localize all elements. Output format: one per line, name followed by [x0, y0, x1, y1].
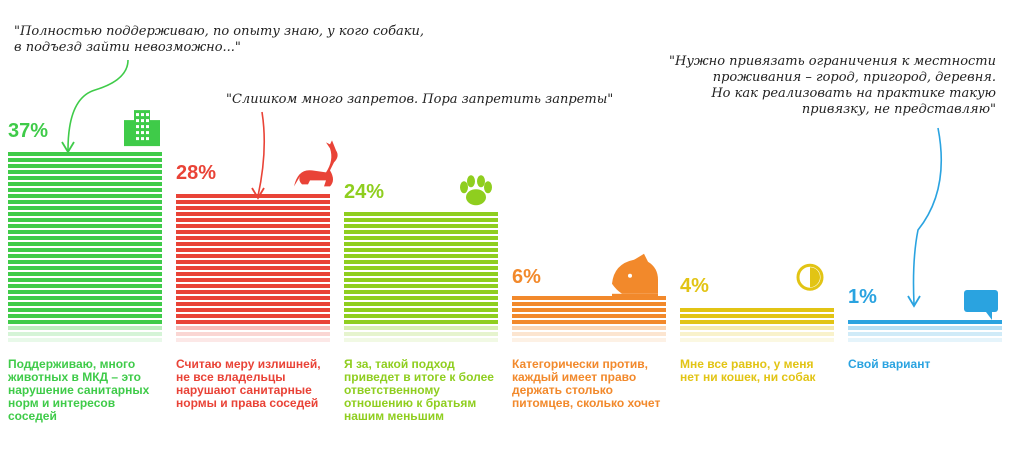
bar-1 — [8, 152, 162, 342]
quote-arrow — [257, 111, 266, 197]
bar-6 — [848, 320, 1002, 342]
speech-bubble-icon — [964, 290, 998, 320]
bars-layer — [8, 152, 1002, 342]
arrow-head — [251, 187, 265, 200]
bar-5 — [680, 308, 834, 342]
category-label: Категорически против, каждый имеет право… — [512, 357, 661, 410]
arrows-layer — [61, 59, 943, 308]
half-circle-icon — [796, 263, 824, 291]
category-label: Свой вариант — [848, 357, 931, 371]
paw-icon — [460, 175, 492, 206]
bar-3 — [344, 212, 498, 342]
apartment-building-icon — [124, 110, 160, 147]
quote-arrow — [912, 127, 943, 305]
bar-4 — [512, 296, 666, 342]
arrow-head — [907, 295, 921, 308]
arrow-head — [61, 141, 75, 154]
quote-annotation: "Полностью поддерживаю, по опыту знаю, у… — [14, 24, 425, 55]
bar-value-label: 4% — [680, 275, 709, 298]
dog-icon — [612, 253, 658, 297]
category-label: Поддерживаю, много животных в МКД – это … — [8, 357, 150, 423]
category-label: Считаю меру излишней, не все владельцы н… — [176, 357, 321, 410]
quote-annotation: "Нужно привязать ограничения к местности… — [669, 54, 996, 117]
bar-value-label: 6% — [512, 265, 541, 288]
bar-value-label: 24% — [344, 181, 385, 204]
category-label: Мне все равно, у меня нет ни кошек, ни с… — [680, 357, 816, 384]
bar-value-label: 1% — [848, 286, 877, 308]
category-label: Я за, такой подход приведет в итоге к бо… — [344, 357, 494, 423]
quote-annotation: "Слишком много запретов. Пора запретить … — [226, 92, 614, 107]
icons-layer — [124, 110, 998, 320]
bar-value-label: 37% — [8, 120, 49, 143]
bar-2 — [176, 194, 330, 342]
bar-value-label: 28% — [176, 162, 217, 185]
quote-arrow — [67, 59, 129, 151]
cat-icon — [294, 140, 338, 187]
